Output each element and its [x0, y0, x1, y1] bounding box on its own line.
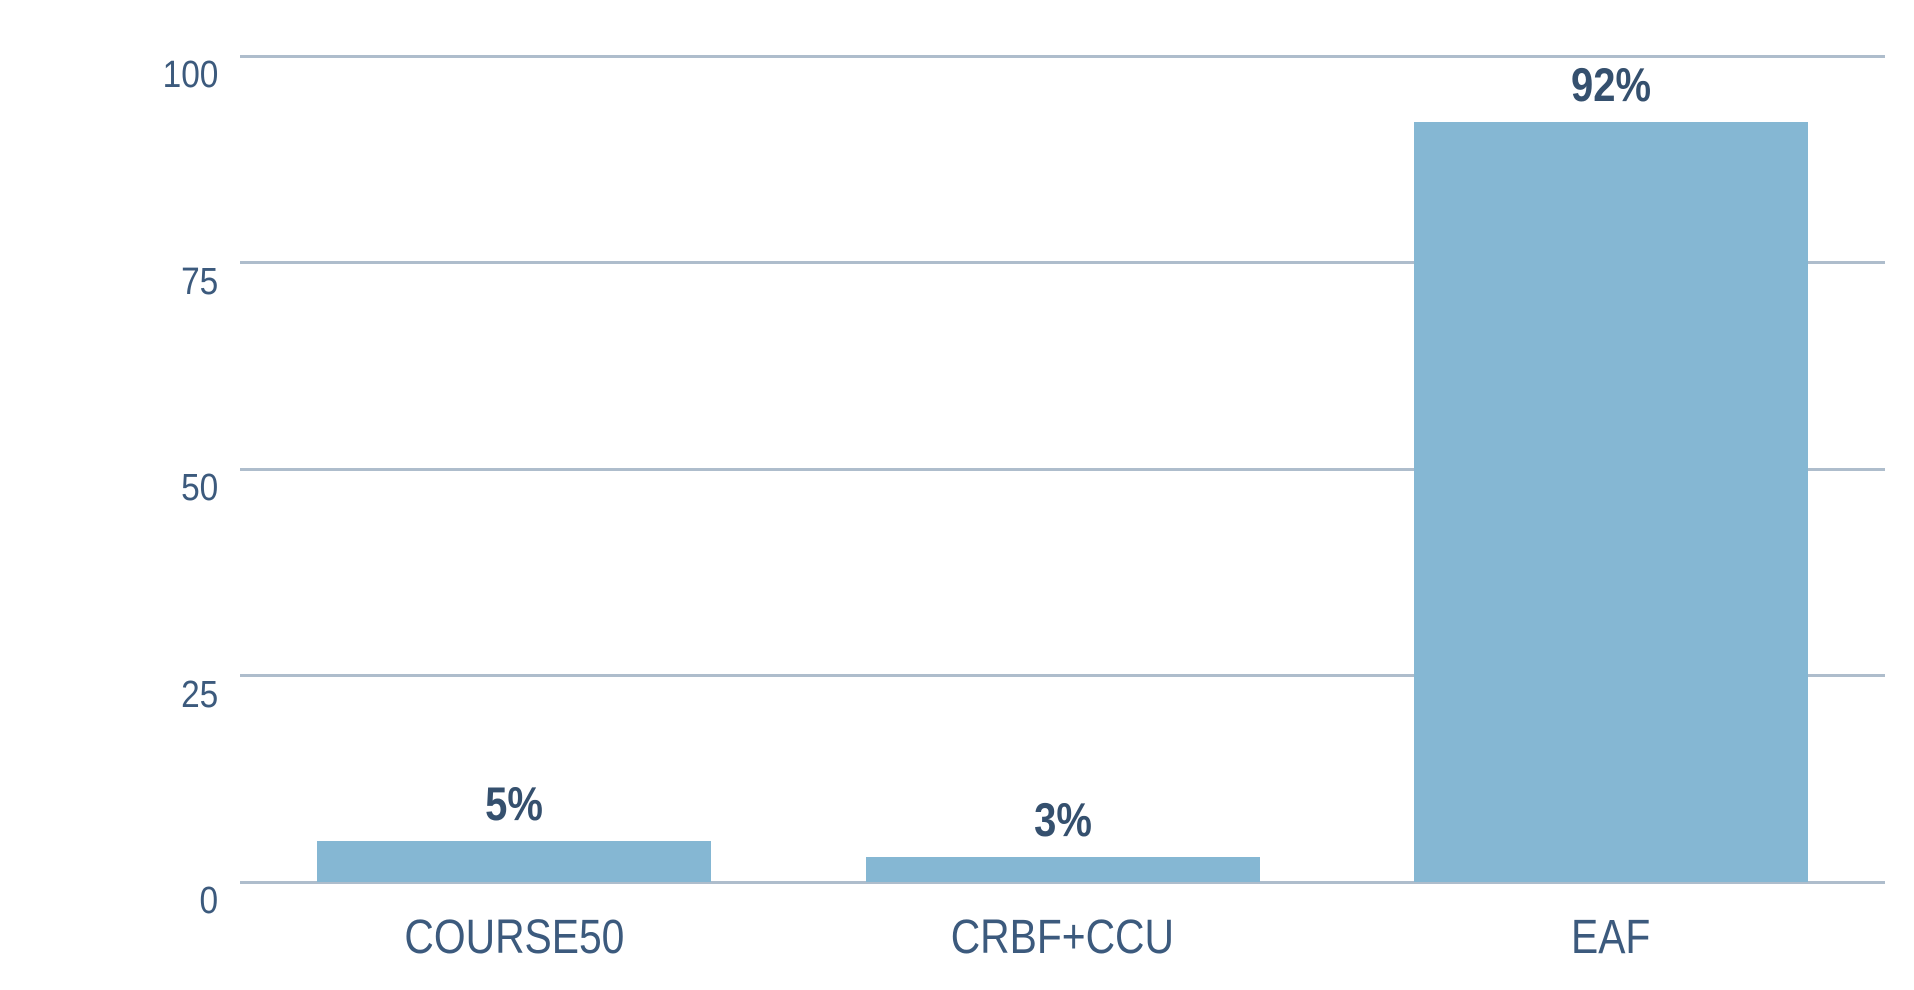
y-tick-label-25: 25	[180, 673, 218, 716]
bar-crbf-ccu	[865, 857, 1260, 882]
bar-eaf	[1413, 122, 1808, 882]
gridline-50	[240, 467, 1885, 471]
gridline-75	[240, 261, 1885, 264]
y-tick-label-50: 50	[180, 467, 218, 509]
y-tick-label-75: 75	[180, 260, 218, 303]
gridline-100	[240, 54, 1885, 58]
bar-course50	[317, 840, 712, 882]
plot-area: 0 25 50 75 100 5% COURSE50 3% CRBF+CCU 92% EAF	[162, 54, 1885, 962]
gridline-0	[240, 880, 1885, 884]
data-label-eaf: 92%	[1570, 58, 1651, 112]
data-label-crbf-ccu: 3%	[1033, 793, 1092, 847]
gridline-25	[240, 674, 1885, 677]
x-axis-label-course50: COURSE50	[404, 911, 625, 964]
y-tick-label-100: 100	[162, 54, 218, 96]
y-tick-label-0: 0	[199, 880, 218, 922]
data-label-course50: 5%	[485, 776, 544, 830]
x-axis-label-eaf: EAF	[1571, 911, 1651, 964]
x-axis-label-crbf-ccu: CRBF+CCU	[950, 911, 1175, 964]
